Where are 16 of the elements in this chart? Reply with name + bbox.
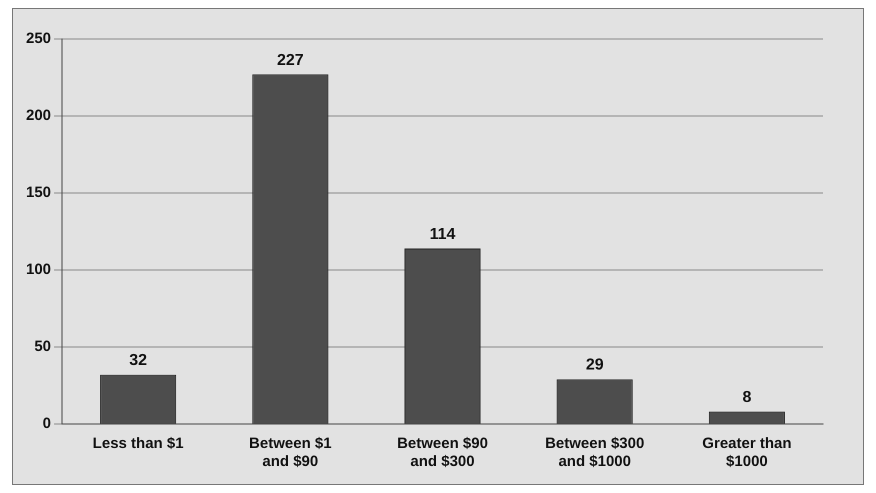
x-tick-label: Less than $1 [92, 435, 184, 452]
y-tick-label: 50 [34, 338, 52, 356]
y-tick-label: 250 [26, 30, 52, 48]
data-label: 8 [742, 389, 752, 406]
x-tick-label: Between $90 and $300 [397, 435, 488, 470]
data-label: 114 [430, 226, 456, 243]
y-tick-label: 150 [26, 184, 52, 202]
x-tick-label: Between $1 and $90 [249, 435, 332, 470]
y-tick-label: 200 [26, 107, 52, 124]
y-tick-label: 0 [42, 415, 52, 432]
data-label: 29 [586, 356, 604, 374]
data-label: 32 [129, 352, 148, 370]
x-tick-label: Between $300 and $1000 [545, 435, 644, 470]
y-tick-label: 100 [26, 261, 52, 278]
x-tick-label: Greater than $1000 [702, 435, 792, 470]
data-label: 227 [276, 52, 304, 69]
